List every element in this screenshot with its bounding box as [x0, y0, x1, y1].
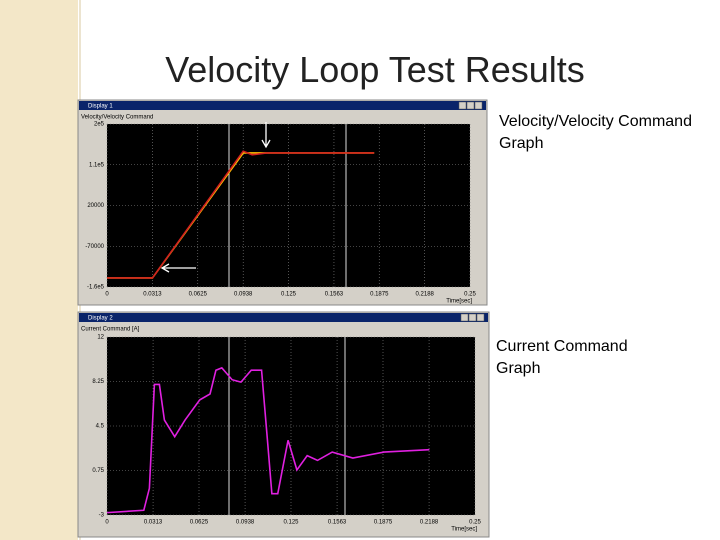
- chart-title: Velocity/Velocity Command: [81, 115, 153, 121]
- y-tick-label: 8.25: [92, 379, 104, 385]
- y-tick-label: 0.75: [92, 468, 104, 474]
- x-tick-label: 0.1875: [370, 292, 389, 298]
- x-tick-label: 0.0938: [234, 292, 253, 298]
- window-title: Display 1: [88, 104, 113, 110]
- arrow: [160, 263, 196, 273]
- chart-title: Current Command [A]: [81, 327, 140, 333]
- x-tick-label: 0.2188: [420, 520, 439, 526]
- x-axis-label: Time[sec]: [446, 299, 472, 305]
- title-bar: [79, 101, 486, 110]
- x-tick-label: 0.0313: [144, 520, 163, 526]
- y-tick-label: -70000: [85, 244, 104, 250]
- slide-title: Velocity Loop Test Results: [165, 49, 585, 90]
- x-tick-label: 0.1875: [374, 520, 393, 526]
- data-line: [107, 150, 375, 279]
- x-tick-label: 0.125: [281, 292, 297, 298]
- window-button: [468, 313, 477, 322]
- y-tick-label: 12: [97, 335, 104, 341]
- x-tick-label: 0.0938: [236, 520, 255, 526]
- title-bar: [79, 313, 488, 322]
- x-axis-label: Time[sec]: [451, 527, 477, 533]
- x-tick-label: 0.0313: [143, 292, 162, 298]
- data-line: [106, 366, 430, 514]
- x-tick-label: 0.0625: [190, 520, 209, 526]
- window-button: [460, 313, 469, 322]
- window-title: Display 2: [88, 316, 113, 322]
- window-button: [466, 101, 475, 110]
- x-tick-label: 0.1563: [328, 520, 347, 526]
- caption: Velocity/Velocity Command Graph: [499, 113, 692, 152]
- window-button: [476, 313, 485, 322]
- y-tick-label: -3: [99, 513, 105, 519]
- y-tick-label: 4.5: [96, 424, 105, 430]
- window-button: [458, 101, 467, 110]
- x-tick-label: 0.25: [469, 520, 481, 526]
- x-tick-label: 0.125: [283, 520, 299, 526]
- x-tick-label: 0.25: [464, 292, 476, 298]
- arrow: [261, 122, 271, 149]
- caption: Current Command Graph: [496, 338, 628, 377]
- side-strip: [0, 0, 78, 540]
- y-tick-label: 2e5: [94, 122, 105, 128]
- caption-line: Velocity/Velocity Command: [499, 113, 692, 130]
- y-tick-label: -1.6e5: [87, 285, 105, 291]
- caption-line: Graph: [499, 135, 543, 152]
- y-tick-label: 20000: [87, 203, 104, 209]
- caption-line: Current Command: [496, 338, 628, 355]
- caption-line: Graph: [496, 360, 540, 377]
- window-button: [474, 101, 483, 110]
- y-tick-label: 1.1e5: [89, 162, 105, 168]
- x-tick-label: 0.1563: [325, 292, 344, 298]
- x-tick-label: 0: [105, 292, 109, 298]
- x-tick-label: 0: [105, 520, 109, 526]
- x-tick-label: 0.0625: [189, 292, 208, 298]
- x-tick-label: 0.2188: [416, 292, 435, 298]
